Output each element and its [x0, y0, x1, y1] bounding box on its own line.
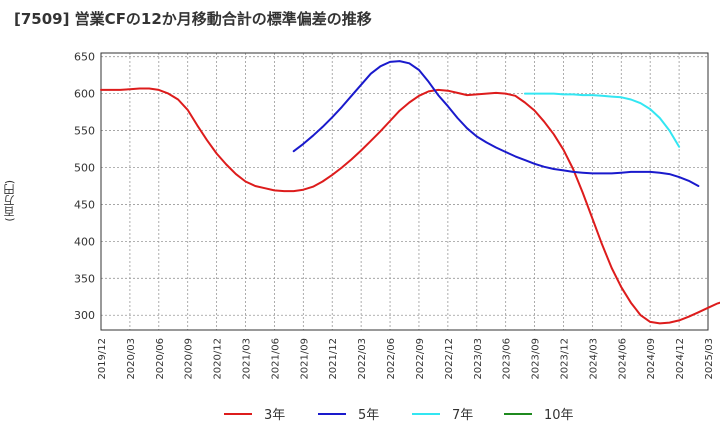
- y-tick-label: 450: [74, 198, 95, 211]
- x-tick-label: 2020/06: [155, 338, 166, 380]
- x-tick-label: 2024/03: [588, 338, 599, 380]
- x-tick-label: 2023/06: [502, 338, 513, 380]
- y-tick-label: 600: [74, 88, 95, 101]
- legend-label: 7年: [452, 408, 473, 423]
- series-line: [523, 92, 681, 148]
- x-tick-label: 2021/06: [270, 338, 281, 380]
- x-tick-label: 2023/09: [531, 338, 542, 380]
- x-tick-label: 2022/03: [357, 338, 368, 380]
- y-tick-label: 550: [74, 125, 95, 138]
- legend-item: 3年: [224, 408, 285, 423]
- x-tick-label: 2025/03: [704, 338, 715, 380]
- x-tick-label: 2021/03: [242, 338, 253, 380]
- legend-label: 3年: [264, 408, 285, 423]
- series-line: [292, 60, 700, 187]
- plot-area: [101, 53, 708, 330]
- legend-item: 5年: [318, 408, 379, 423]
- x-tick-label: 2021/09: [299, 338, 310, 380]
- x-tick-label: 2020/12: [213, 338, 224, 380]
- y-tick-label: 400: [74, 235, 95, 248]
- x-tick-label: 2022/06: [386, 338, 397, 380]
- x-tick-label: 2022/12: [444, 338, 455, 380]
- legend-label: 5年: [358, 408, 379, 423]
- y-tick-label: 500: [74, 161, 95, 174]
- x-tick-label: 2023/12: [559, 338, 570, 380]
- x-tick-label: 2021/12: [328, 338, 339, 380]
- legend-label: 10年: [544, 408, 574, 423]
- legend-item: 7年: [412, 408, 473, 423]
- chart-title: [7509] 営業CFの12か月移動合計の標準偏差の推移: [14, 10, 372, 28]
- x-tick-label: 2023/03: [473, 338, 484, 380]
- plot-frame: [100, 52, 709, 331]
- x-tick-label: 2020/03: [126, 338, 137, 380]
- x-tick-label: 2024/06: [617, 338, 628, 380]
- legend-item: 10年: [504, 408, 574, 423]
- y-tick-label: 350: [74, 272, 95, 285]
- y-tick-label: 650: [74, 51, 95, 64]
- x-tick-label: 2020/09: [184, 338, 195, 380]
- y-tick-label: 300: [74, 309, 95, 322]
- x-tick-label: 2024/09: [646, 338, 657, 380]
- x-tick-label: 2024/12: [675, 338, 686, 380]
- x-tick-label: 2022/09: [415, 338, 426, 380]
- x-tick-label: 2019/12: [97, 338, 108, 380]
- series-line: [100, 87, 720, 325]
